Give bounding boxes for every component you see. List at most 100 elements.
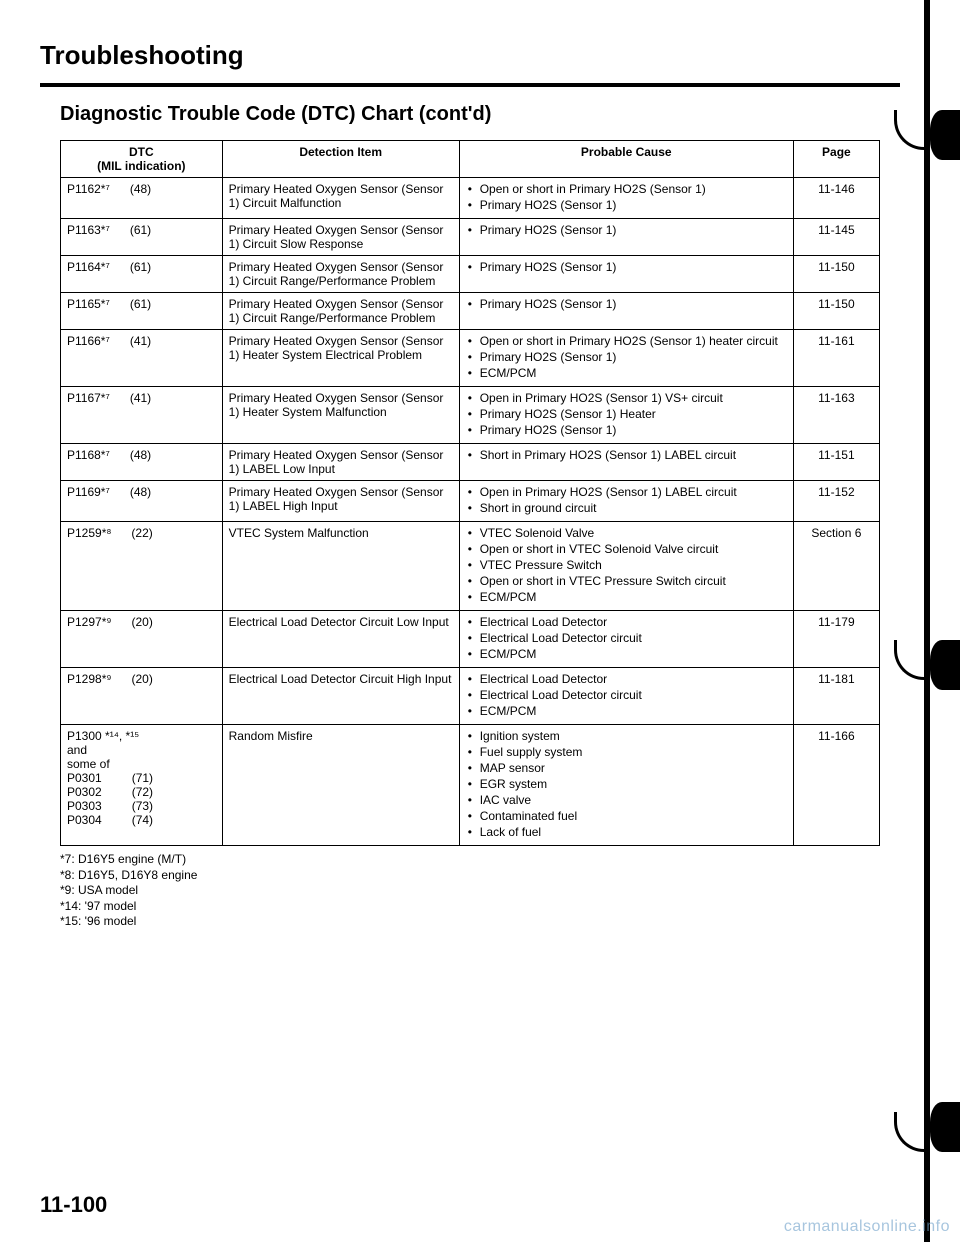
cause-item: Contaminated fuel <box>480 809 787 824</box>
detection-cell: VTEC System Malfunction <box>222 522 459 611</box>
table-row: P1169*⁷ (48)Primary Heated Oxygen Sensor… <box>61 481 880 522</box>
detection-cell: Primary Heated Oxygen Sensor (Sensor 1) … <box>222 219 459 256</box>
table-row: P1166*⁷ (41)Primary Heated Oxygen Sensor… <box>61 330 880 387</box>
page-cell: 11-181 <box>793 668 879 725</box>
detection-cell: Primary Heated Oxygen Sensor (Sensor 1) … <box>222 293 459 330</box>
col-header-cause: Probable Cause <box>459 141 793 178</box>
page-cell: 11-179 <box>793 611 879 668</box>
dtc-table: DTC (MIL indication) Detection Item Prob… <box>60 140 880 846</box>
col-header-detection: Detection Item <box>222 141 459 178</box>
dtc-cell: P1165*⁷ (61) <box>61 293 223 330</box>
edge-curve <box>894 1112 924 1152</box>
cause-item: Primary HO2S (Sensor 1) Heater <box>480 407 787 422</box>
detection-cell: Primary Heated Oxygen Sensor (Sensor 1) … <box>222 387 459 444</box>
footnote-line: *8: D16Y5, D16Y8 engine <box>60 868 900 884</box>
dtc-cell: P1297*⁹ (20) <box>61 611 223 668</box>
dtc-cell: P1168*⁷ (48) <box>61 444 223 481</box>
divider <box>40 83 900 87</box>
cause-cell: Open in Primary HO2S (Sensor 1) LABEL ci… <box>459 481 793 522</box>
cause-item: Lack of fuel <box>480 825 787 840</box>
page-number: 11-100 <box>40 1192 107 1218</box>
section-title: Troubleshooting <box>40 40 900 71</box>
cause-cell: Short in Primary HO2S (Sensor 1) LABEL c… <box>459 444 793 481</box>
cause-item: Electrical Load Detector <box>480 615 787 630</box>
dtc-cell: P1163*⁷ (61) <box>61 219 223 256</box>
cause-item: ECM/PCM <box>480 647 787 662</box>
detection-cell: Random Misfire <box>222 725 459 846</box>
cause-item: Ignition system <box>480 729 787 744</box>
cause-item: Electrical Load Detector circuit <box>480 688 787 703</box>
cause-item: Primary HO2S (Sensor 1) <box>480 350 787 365</box>
detection-cell: Electrical Load Detector Circuit High In… <box>222 668 459 725</box>
cause-item: Open in Primary HO2S (Sensor 1) LABEL ci… <box>480 485 787 500</box>
table-row: P1163*⁷ (61)Primary Heated Oxygen Sensor… <box>61 219 880 256</box>
dtc-cell: P1164*⁷ (61) <box>61 256 223 293</box>
table-row: P1164*⁷ (61)Primary Heated Oxygen Sensor… <box>61 256 880 293</box>
page-cell: Section 6 <box>793 522 879 611</box>
col-header-dtc: DTC (MIL indication) <box>61 141 223 178</box>
cause-cell: Open or short in Primary HO2S (Sensor 1)… <box>459 178 793 219</box>
cause-item: Primary HO2S (Sensor 1) <box>480 297 787 312</box>
cause-item: Electrical Load Detector <box>480 672 787 687</box>
cause-item: Fuel supply system <box>480 745 787 760</box>
cause-item: Primary HO2S (Sensor 1) <box>480 423 787 438</box>
page-cell: 11-152 <box>793 481 879 522</box>
cause-item: VTEC Pressure Switch <box>480 558 787 573</box>
cause-item: EGR system <box>480 777 787 792</box>
dtc-cell: P1259*⁸ (22) <box>61 522 223 611</box>
table-row: P1297*⁹ (20)Electrical Load Detector Cir… <box>61 611 880 668</box>
cause-item: Open or short in Primary HO2S (Sensor 1) <box>480 182 787 197</box>
cause-cell: Ignition systemFuel supply systemMAP sen… <box>459 725 793 846</box>
page-cell: 11-166 <box>793 725 879 846</box>
cause-cell: Open or short in Primary HO2S (Sensor 1)… <box>459 330 793 387</box>
dtc-cell: P1169*⁷ (48) <box>61 481 223 522</box>
cause-cell: Primary HO2S (Sensor 1) <box>459 219 793 256</box>
cause-item: Open in Primary HO2S (Sensor 1) VS+ circ… <box>480 391 787 406</box>
table-row: P1300 *¹⁴, *¹⁵ and some of P0301 (71) P0… <box>61 725 880 846</box>
footnote-line: *14: '97 model <box>60 899 900 915</box>
footnote-line: *9: USA model <box>60 883 900 899</box>
cause-item: Short in ground circuit <box>480 501 787 516</box>
table-row: P1168*⁷ (48)Primary Heated Oxygen Sensor… <box>61 444 880 481</box>
dtc-cell: P1298*⁹ (20) <box>61 668 223 725</box>
table-row: P1162*⁷ (48)Primary Heated Oxygen Sensor… <box>61 178 880 219</box>
cause-cell: VTEC Solenoid ValveOpen or short in VTEC… <box>459 522 793 611</box>
cause-cell: Open in Primary HO2S (Sensor 1) VS+ circ… <box>459 387 793 444</box>
page-cell: 11-161 <box>793 330 879 387</box>
cause-item: Short in Primary HO2S (Sensor 1) LABEL c… <box>480 448 787 463</box>
cause-item: Primary HO2S (Sensor 1) <box>480 260 787 275</box>
table-row: P1165*⁷ (61)Primary Heated Oxygen Sensor… <box>61 293 880 330</box>
table-row: P1298*⁹ (20)Electrical Load Detector Cir… <box>61 668 880 725</box>
cause-item: Open or short in VTEC Pressure Switch ci… <box>480 574 787 589</box>
cause-cell: Electrical Load DetectorElectrical Load … <box>459 611 793 668</box>
dtc-cell: P1300 *¹⁴, *¹⁵ and some of P0301 (71) P0… <box>61 725 223 846</box>
cause-item: Primary HO2S (Sensor 1) <box>480 223 787 238</box>
detection-cell: Primary Heated Oxygen Sensor (Sensor 1) … <box>222 444 459 481</box>
page-cell: 11-150 <box>793 293 879 330</box>
cause-item: IAC valve <box>480 793 787 808</box>
detection-cell: Primary Heated Oxygen Sensor (Sensor 1) … <box>222 481 459 522</box>
cause-item: Electrical Load Detector circuit <box>480 631 787 646</box>
col-header-page: Page <box>793 141 879 178</box>
footnote-line: *7: D16Y5 engine (M/T) <box>60 852 900 868</box>
page-cell: 11-145 <box>793 219 879 256</box>
cause-item: ECM/PCM <box>480 590 787 605</box>
section-subtitle: Diagnostic Trouble Code (DTC) Chart (con… <box>60 103 900 126</box>
page-cell: 11-163 <box>793 387 879 444</box>
table-row: P1167*⁷ (41)Primary Heated Oxygen Sensor… <box>61 387 880 444</box>
edge-tab <box>930 1102 960 1152</box>
cause-item: VTEC Solenoid Valve <box>480 526 787 541</box>
cause-item: Open or short in VTEC Solenoid Valve cir… <box>480 542 787 557</box>
detection-cell: Primary Heated Oxygen Sensor (Sensor 1) … <box>222 330 459 387</box>
cause-item: ECM/PCM <box>480 366 787 381</box>
cause-item: Primary HO2S (Sensor 1) <box>480 198 787 213</box>
detection-cell: Primary Heated Oxygen Sensor (Sensor 1) … <box>222 256 459 293</box>
page-cell: 11-150 <box>793 256 879 293</box>
page-cell: 11-146 <box>793 178 879 219</box>
dtc-cell: P1162*⁷ (48) <box>61 178 223 219</box>
cause-cell: Primary HO2S (Sensor 1) <box>459 256 793 293</box>
dtc-cell: P1166*⁷ (41) <box>61 330 223 387</box>
footnote-line: *15: '96 model <box>60 914 900 930</box>
cause-item: Open or short in Primary HO2S (Sensor 1)… <box>480 334 787 349</box>
cause-item: ECM/PCM <box>480 704 787 719</box>
